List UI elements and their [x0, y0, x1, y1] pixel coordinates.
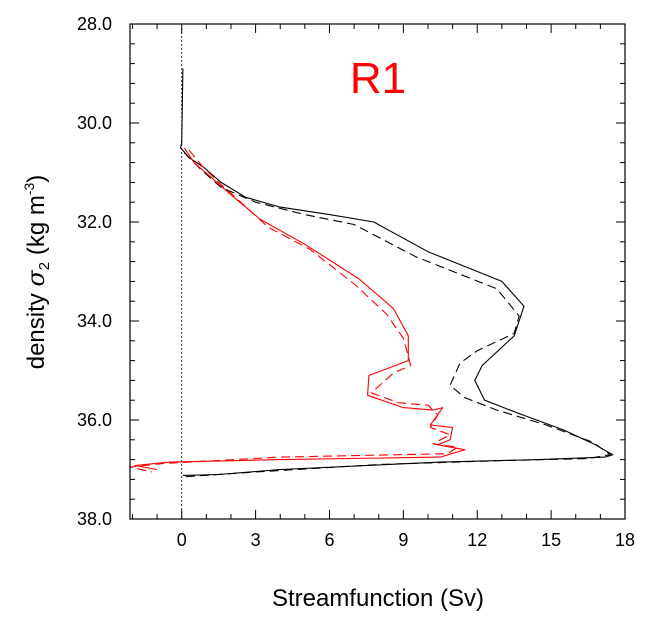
- y-tick-label: 30.0: [77, 113, 112, 133]
- panel-title: R1: [350, 54, 406, 103]
- y-axis-title-prefix: density: [23, 287, 50, 370]
- y-tick-label: 32.0: [77, 212, 112, 232]
- x-tick-label: 12: [467, 530, 487, 550]
- y-axis-title-units-close: ): [23, 175, 50, 183]
- series-line-red-dashed: [129, 149, 459, 473]
- y-tick-label: 36.0: [77, 410, 112, 430]
- x-axis-title: Streamfunction (Sv): [272, 585, 484, 612]
- y-axis-title: density σ2 (kg m-3): [21, 175, 53, 370]
- y-tick-label: 38.0: [77, 509, 112, 529]
- y-axis-title-superscript: -3: [21, 183, 37, 196]
- x-tick-label: 9: [398, 530, 408, 550]
- x-tick-label: 15: [541, 530, 561, 550]
- y-axis-title-symbol: σ: [22, 270, 50, 287]
- plot-frame: [129, 23, 626, 520]
- y-tick-label: 34.0: [77, 311, 112, 331]
- x-tick-label: 0: [177, 530, 187, 550]
- y-tick-label: 28.0: [77, 14, 112, 34]
- x-tick-label: 3: [251, 530, 261, 550]
- series-layer: [129, 68, 614, 478]
- x-tick-label: 6: [324, 530, 334, 550]
- series-line-black-solid: [179, 68, 614, 476]
- y-axis-title-units-open: (kg m: [23, 195, 50, 262]
- x-tick-label: 18: [615, 530, 635, 550]
- y-axis-title-subscript: 2: [36, 262, 53, 270]
- ticks-layer: 0 3 6 9 12 15 18 28.0 30.0 32.0 34.0 36.0 38.0: [77, 14, 635, 550]
